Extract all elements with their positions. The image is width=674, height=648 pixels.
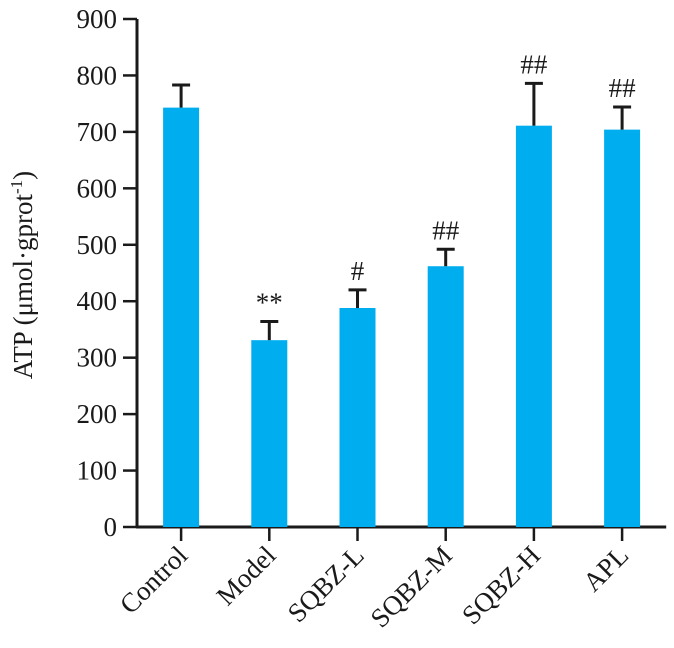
x-tick-label-SQBZ-H: SQBZ-H	[456, 540, 546, 630]
y-axis-title-main: ATP (μmol·gprot	[8, 193, 38, 379]
y-axis: 0 100 200 300 400 500 600 700 800 900	[77, 4, 139, 542]
bar-Model	[251, 340, 288, 527]
bar-APL	[604, 129, 641, 527]
bar-SQBZ-L	[339, 307, 376, 527]
bar-SQBZ-H	[515, 125, 552, 528]
bar-Control	[163, 107, 200, 528]
significance-SQBZ-L: #	[351, 256, 365, 286]
y-tick-label-800: 800	[77, 60, 118, 90]
y-tick-label-600: 600	[77, 173, 118, 203]
significance-APL: ##	[609, 73, 637, 103]
significance-Model: **	[256, 288, 283, 318]
y-tick-label-400: 400	[77, 286, 118, 316]
x-tick-label-APL: APL	[577, 540, 634, 597]
y-axis-title-close: )	[8, 171, 38, 180]
y-tick-label-500: 500	[77, 230, 118, 260]
significance-SQBZ-H: ##	[520, 49, 548, 79]
y-tick-label-900: 900	[77, 4, 118, 34]
bar-SQBZ-M	[427, 266, 464, 527]
x-tick-label-SQBZ-L: SQBZ-L	[282, 540, 370, 628]
y-tick-label-0: 0	[104, 512, 118, 542]
significance-SQBZ-M: ##	[432, 215, 460, 245]
significance-labels: **#######	[256, 49, 636, 317]
bars	[163, 107, 641, 528]
y-axis-title-superscript: -1	[7, 180, 26, 194]
y-axis-title: ATP (μmol·gprot-1)	[7, 171, 38, 379]
y-tick-label-100: 100	[77, 456, 118, 486]
x-tick-label-SQBZ-M: SQBZ-M	[365, 540, 458, 633]
y-tick-label-300: 300	[77, 343, 118, 373]
x-tick-label-Control: Control	[114, 540, 194, 620]
error-bars	[172, 81, 632, 341]
y-tick-label-200: 200	[77, 399, 118, 429]
x-tick-label-Model: Model	[210, 540, 281, 611]
y-tick-label-700: 700	[77, 117, 118, 147]
